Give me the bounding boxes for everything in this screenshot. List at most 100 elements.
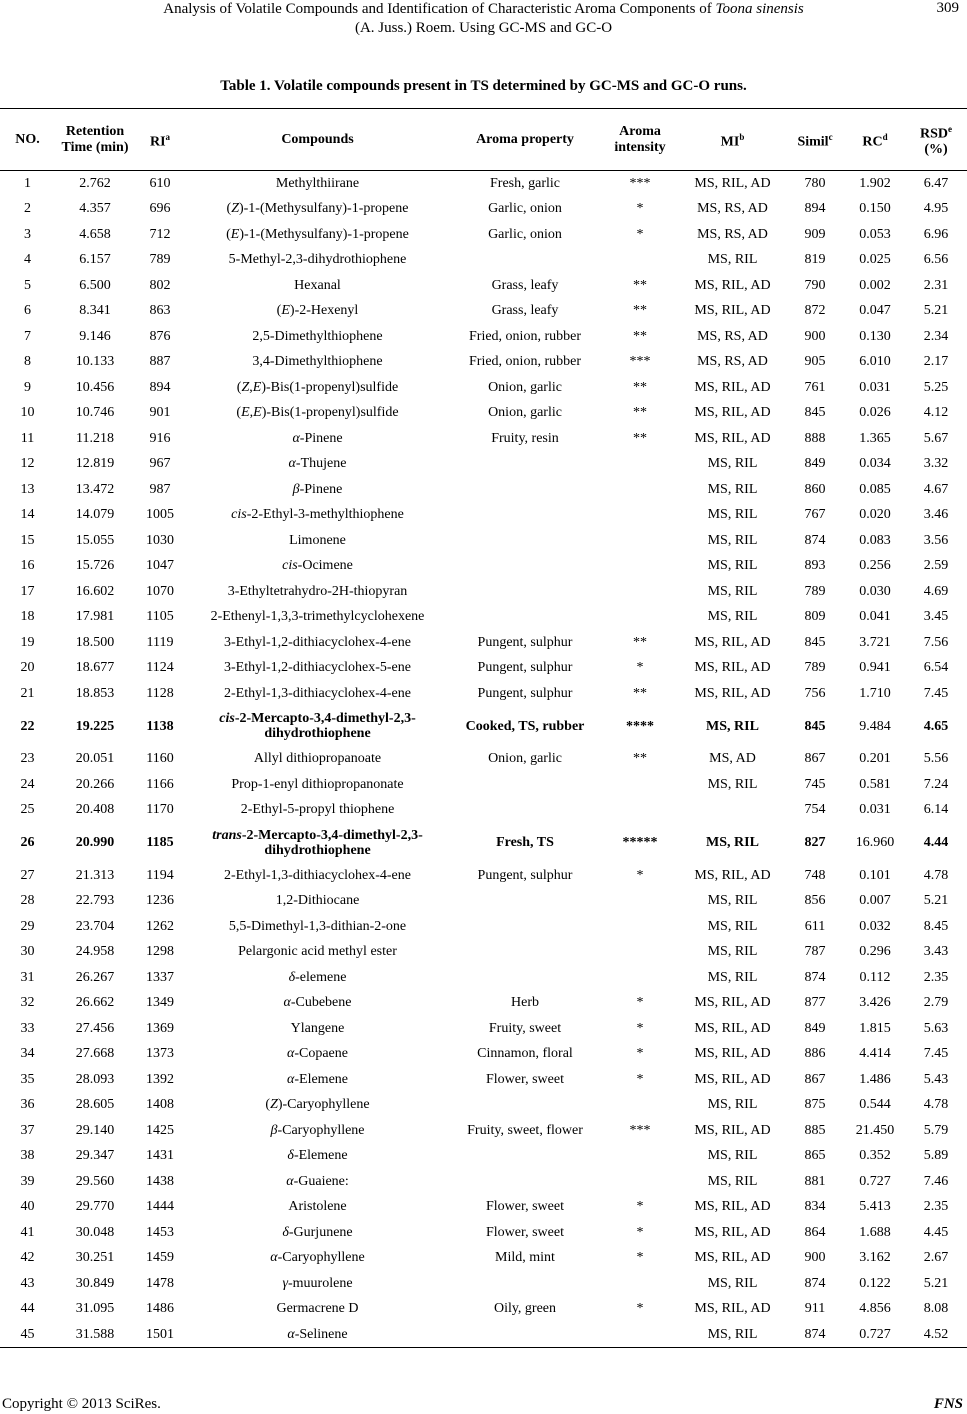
table-row: 6 8.341 863 (E)-2-Hexenyl Grass, leafy ** MS, …	[0, 298, 967, 324]
compound-name-part: Z	[241, 379, 250, 395]
cell-rsd: 5.89	[923, 1148, 949, 1164]
cell-rsd: 2.35	[923, 969, 949, 985]
table-row: 16 15.726 1047 cis-Ocimene MS, RIL 893 0.256 2.…	[0, 553, 967, 579]
cell-no: 40	[20, 1199, 35, 1215]
cell-mi: MS, RIL	[707, 1097, 758, 1113]
header-unit: (%)	[924, 142, 948, 158]
cell-aroma-property	[450, 502, 600, 528]
cell-mi: MS, RIL	[707, 1173, 758, 1189]
cell-simil: 845	[804, 718, 826, 734]
table-row: 45 31.588 1501 α-Selinene MS, RIL 874 0.727 4.5…	[0, 1321, 967, 1348]
cell-mi: MS, RIL, AD	[694, 685, 771, 701]
table-row: 44 31.095 1486 Germacrene D Oily, green * MS, …	[0, 1296, 967, 1322]
cell-ri: 987	[149, 481, 171, 497]
cell-rsd: 2.34	[923, 328, 949, 344]
cell-ri: 1005	[146, 507, 174, 523]
cell-simil: 875	[804, 1097, 826, 1113]
page-number: 309	[936, 0, 960, 16]
cell-mi: MS, RIL	[707, 252, 758, 268]
cell-rsd: 6.47	[923, 176, 949, 191]
cell-aroma-property	[450, 553, 600, 579]
cell-ri: 1124	[146, 660, 174, 676]
table-row: 4 6.157 789 5-Methyl-2,3-dihydrothiophene MS…	[0, 247, 967, 273]
cell-rsd: 4.12	[923, 405, 949, 421]
cell-aroma-intensity	[600, 553, 680, 579]
compound-name-part: 2-Ethyl-1,3-dithiacyclohex-4-ene	[224, 685, 411, 701]
compound-name-part: -2-Ethyl-3-methylthiophene	[246, 507, 404, 523]
cell-mi: MS, RIL, AD	[694, 379, 771, 395]
cell-aroma-intensity	[600, 579, 680, 605]
cell-aroma-property: Pungent, sulphur	[477, 867, 573, 883]
cell-compounds: cis-Ocimene	[185, 553, 450, 579]
cell-retention-time: 11.218	[76, 430, 114, 446]
cell-retention-time: 29.347	[75, 1148, 115, 1164]
cell-rsd: 4.95	[923, 201, 949, 217]
cell-rc: 3.162	[859, 1250, 891, 1266]
cell-aroma-property	[450, 797, 600, 823]
cell-aroma-property: Pungent, sulphur	[477, 660, 573, 676]
cell-rc: 0.130	[859, 328, 891, 344]
cell-rc: 3.721	[859, 634, 891, 650]
cell-simil: 886	[804, 1046, 826, 1062]
compound-name-part: 3-Ethyltetrahydro-2H-thiopyran	[227, 583, 408, 599]
cell-aroma-intensity	[600, 888, 680, 914]
cell-aroma-intensity: **	[633, 405, 647, 421]
compound-name-part: ,	[249, 405, 254, 421]
volatile-compounds-table: NO. Retention Time (min) RIa Compounds Aroma…	[0, 108, 967, 1348]
table-row: 36 28.605 1408 (Z)-Caryophyllene MS, RIL 875 0…	[0, 1092, 967, 1118]
compound-name-part: )-Caryophyllene	[277, 1097, 370, 1113]
cell-rc: 0.053	[859, 226, 891, 242]
cell-aroma-property: Pungent, sulphur	[477, 685, 573, 701]
cell-no: 33	[20, 1020, 35, 1036]
cell-rsd: 8.45	[923, 918, 949, 934]
cell-compounds: 3,4-Dimethylthiophene	[185, 349, 450, 375]
cell-retention-time: 14.079	[75, 507, 115, 523]
compound-name-part: -muurolene	[288, 1275, 353, 1291]
cell-mi: MS, RIL, AD	[694, 1071, 771, 1087]
cell-mi: MS, RIL	[707, 456, 758, 472]
cell-retention-time: 20.408	[75, 802, 115, 818]
cell-ri: 1262	[146, 918, 174, 934]
table-header-row: NO. Retention Time (min) RIa Compounds Aroma…	[0, 108, 967, 171]
cell-retention-time: 6.500	[79, 277, 111, 293]
cell-ri: 789	[149, 252, 171, 268]
copyright-notice: Copyright © 2013 SciRes.	[2, 1396, 161, 1412]
column-header-mi: MIb	[680, 108, 785, 171]
cell-compounds: α-Caryophyllene	[185, 1245, 450, 1271]
table-row: 32 26.662 1349 α-Cubebene Herb * MS, RIL, AD 87…	[0, 990, 967, 1016]
cell-rsd: 2.17	[923, 354, 949, 370]
cell-ri: 802	[149, 277, 171, 293]
cell-rc: 0.727	[845, 1321, 905, 1348]
cell-simil: 789	[804, 660, 826, 676]
header-text: NO.	[15, 131, 40, 147]
cell-rc: 4.856	[859, 1301, 891, 1317]
table-row: 12 12.819 967 α-Thujene MS, RIL 849 0.034 3.32	[0, 451, 967, 477]
cell-aroma-property	[450, 1321, 600, 1348]
table-row: 17 16.602 1070 3-Ethyltetrahydro-2H-thiopyr…	[0, 579, 967, 605]
table-row: 8 10.133 887 3,4-Dimethylthiophene Fried, on…	[0, 349, 967, 375]
cell-rc: 0.047	[859, 303, 891, 319]
cell-mi: MS, RIL	[707, 1275, 758, 1291]
cell-compounds: 2-Ethyl-1,3-dithiacyclohex-4-ene	[185, 681, 450, 707]
cell-rc: 1.365	[859, 430, 891, 446]
table-row: 43 30.849 1478 γ-muurolene MS, RIL 874 0.122 5.…	[0, 1271, 967, 1297]
cell-retention-time: 20.266	[75, 776, 115, 792]
compound-name-part: )-1-(Methysulfany)-1-propene	[238, 201, 409, 217]
cell-no: 11	[20, 430, 35, 446]
cell-aroma-intensity: ***	[629, 354, 651, 370]
cell-mi: MS, RIL	[707, 532, 758, 548]
cell-no: 25	[20, 802, 35, 818]
cell-aroma-intensity: *	[636, 1046, 644, 1062]
compound-name-part: -Pinene	[299, 481, 343, 497]
cell-mi: MS, RIL	[706, 835, 759, 850]
cell-no: 6	[24, 303, 31, 319]
cell-aroma-property: Garlic, onion	[488, 226, 562, 242]
cell-aroma-intensity: *	[636, 995, 644, 1011]
cell-no: 42	[20, 1250, 35, 1266]
cell-rsd: 5.56	[923, 751, 949, 767]
cell-rc: 0.727	[859, 1173, 891, 1189]
cell-rc: 0.544	[859, 1097, 891, 1113]
compound-name-part: cis	[219, 711, 235, 726]
cell-compounds: Prop-1-enyl dithiopropanonate	[185, 772, 450, 798]
cell-no: 14	[20, 507, 35, 523]
